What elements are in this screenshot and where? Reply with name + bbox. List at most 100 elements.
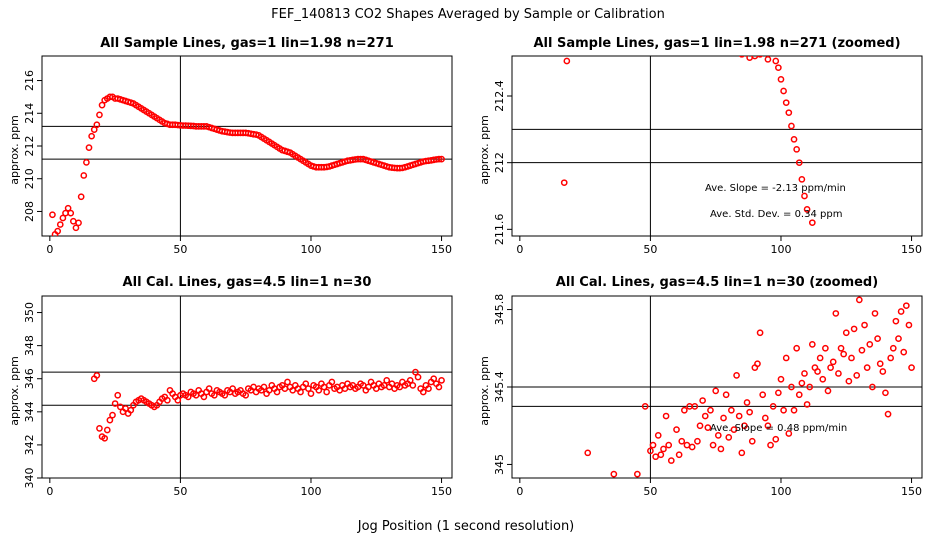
data-point [205, 385, 213, 393]
reference-lines [42, 296, 452, 478]
data-point [871, 310, 879, 317]
data-point [229, 385, 236, 393]
data-point [673, 426, 680, 433]
data-point [297, 388, 304, 396]
data-point [882, 389, 889, 397]
reference-lines [512, 296, 922, 478]
panel-title: All Sample Lines, gas=1 lin=1.98 n=271 [100, 36, 394, 51]
y-tick-label: 212.4 [493, 80, 506, 112]
data-point [657, 451, 665, 459]
data-point [754, 360, 761, 368]
data-point [69, 217, 77, 225]
x-tick-label: 150 [431, 485, 452, 498]
x-tick-label: 0 [516, 243, 523, 256]
data-point [699, 397, 706, 404]
data-point [184, 393, 192, 401]
data-point [738, 56, 745, 58]
data-point [701, 412, 709, 420]
x-tick-label: 100 [770, 485, 791, 498]
data-point [610, 470, 618, 478]
data-point [688, 443, 696, 451]
y-tick-label: 346 [23, 368, 36, 389]
main-title: FEF_140813 CO2 Shapes Averaged by Sample… [271, 7, 665, 22]
y-tick-label: 211.6 [493, 214, 506, 246]
panel-title: All Cal. Lines, gas=4.5 lin=1 n=30 (zoom… [556, 275, 878, 290]
plot-frame [41, 295, 453, 479]
data-point [88, 132, 95, 140]
data-point [717, 445, 725, 453]
data-point [793, 145, 800, 153]
x-tick-label: 100 [770, 243, 791, 256]
chart-panel-3: All Cal. Lines, gas=4.5 lin=1 n=30 approx… [8, 275, 453, 498]
data-point [242, 391, 250, 399]
data-point [767, 441, 774, 449]
data-point [75, 219, 82, 227]
data-point [127, 406, 135, 414]
x-tick-label: 50 [643, 485, 657, 498]
data-point [307, 390, 315, 397]
data-point [733, 372, 740, 379]
data-point [665, 441, 673, 449]
data-point [722, 391, 730, 399]
data-point [54, 227, 62, 235]
plot-frame [511, 55, 923, 237]
data-point [660, 445, 667, 453]
data-point [777, 75, 785, 83]
data-point [101, 434, 109, 442]
data-point [728, 406, 735, 414]
data-point [96, 111, 103, 119]
data-point [902, 302, 910, 310]
data-point [211, 391, 218, 399]
data-point [798, 379, 806, 387]
data-point [678, 437, 686, 445]
data-point [738, 449, 746, 457]
data-point [741, 422, 748, 430]
data-series [560, 56, 816, 227]
data-point [560, 179, 568, 187]
x-tick-label: 150 [901, 243, 922, 256]
data-series [584, 296, 915, 478]
y-axis-label: approx. ppm [8, 356, 21, 426]
data-point [874, 335, 881, 342]
data-point [853, 372, 861, 379]
data-point [889, 344, 897, 352]
chart-panel-4: All Cal. Lines, gas=4.5 lin=1 n=30 (zoom… [478, 275, 923, 498]
data-point [103, 426, 111, 434]
x-tick-label: 50 [173, 243, 187, 256]
data-point [863, 364, 871, 371]
data-point [814, 368, 821, 375]
data-point [832, 310, 840, 317]
data-point [782, 99, 790, 107]
data-point [164, 396, 171, 404]
data-point [782, 354, 790, 362]
data-point [56, 221, 64, 228]
data-point [425, 385, 432, 393]
data-point [273, 388, 281, 396]
data-point [775, 64, 782, 72]
data-point [756, 329, 764, 337]
data-point [725, 433, 733, 441]
x-tick-label: 100 [300, 243, 321, 256]
data-point [785, 109, 793, 117]
data-point [221, 391, 229, 399]
data-point [683, 441, 691, 449]
y-tick-label: 216 [23, 70, 36, 91]
data-point [793, 344, 800, 352]
data-point [827, 364, 834, 371]
y-tick-label: 350 [23, 302, 36, 323]
data-point [323, 388, 330, 396]
data-point [714, 432, 722, 439]
data-point [808, 219, 816, 227]
data-point [808, 341, 816, 348]
y-tick-label: 214 [23, 103, 36, 124]
data-point [772, 57, 780, 65]
data-point [383, 377, 391, 384]
x-axis-label: Jog Position (1 second resolution) [357, 519, 575, 534]
y-tick-label: 345 [493, 454, 506, 475]
data-point [85, 144, 93, 151]
data-point [106, 416, 114, 424]
data-point [790, 135, 798, 143]
chart-panel-2: All Sample Lines, gas=1 lin=1.98 n=271 (… [478, 36, 923, 256]
data-point [328, 378, 336, 386]
data-point [743, 399, 751, 406]
